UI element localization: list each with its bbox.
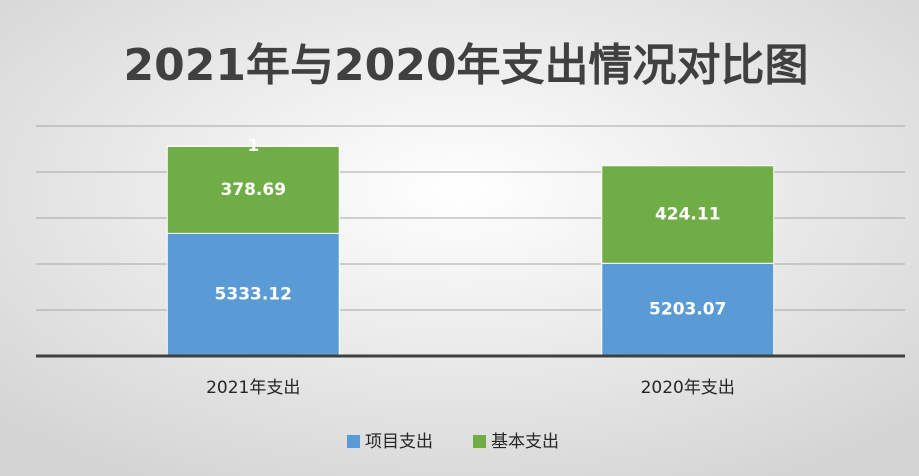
bar-segment (601, 165, 775, 264)
data-label: 424.11 (655, 205, 721, 225)
bar-segment (601, 262, 775, 357)
data-label: 1 (247, 136, 259, 156)
data-label: 5203.07 (649, 300, 726, 320)
legend-label: 基本支出 (491, 432, 559, 452)
bar-segment (166, 232, 340, 357)
chart-title: 2021年与2020年支出情况对比图 (124, 40, 809, 91)
legend-swatch (347, 435, 360, 448)
legend-swatch (473, 435, 486, 448)
data-label: 5333.12 (215, 285, 292, 305)
legend-label: 项目支出 (365, 432, 433, 452)
x-tick-label: 2021年支出 (206, 378, 300, 398)
bar-segment (166, 145, 340, 234)
data-label: 378.69 (220, 180, 286, 200)
x-tick-label: 2020年支出 (641, 378, 735, 398)
